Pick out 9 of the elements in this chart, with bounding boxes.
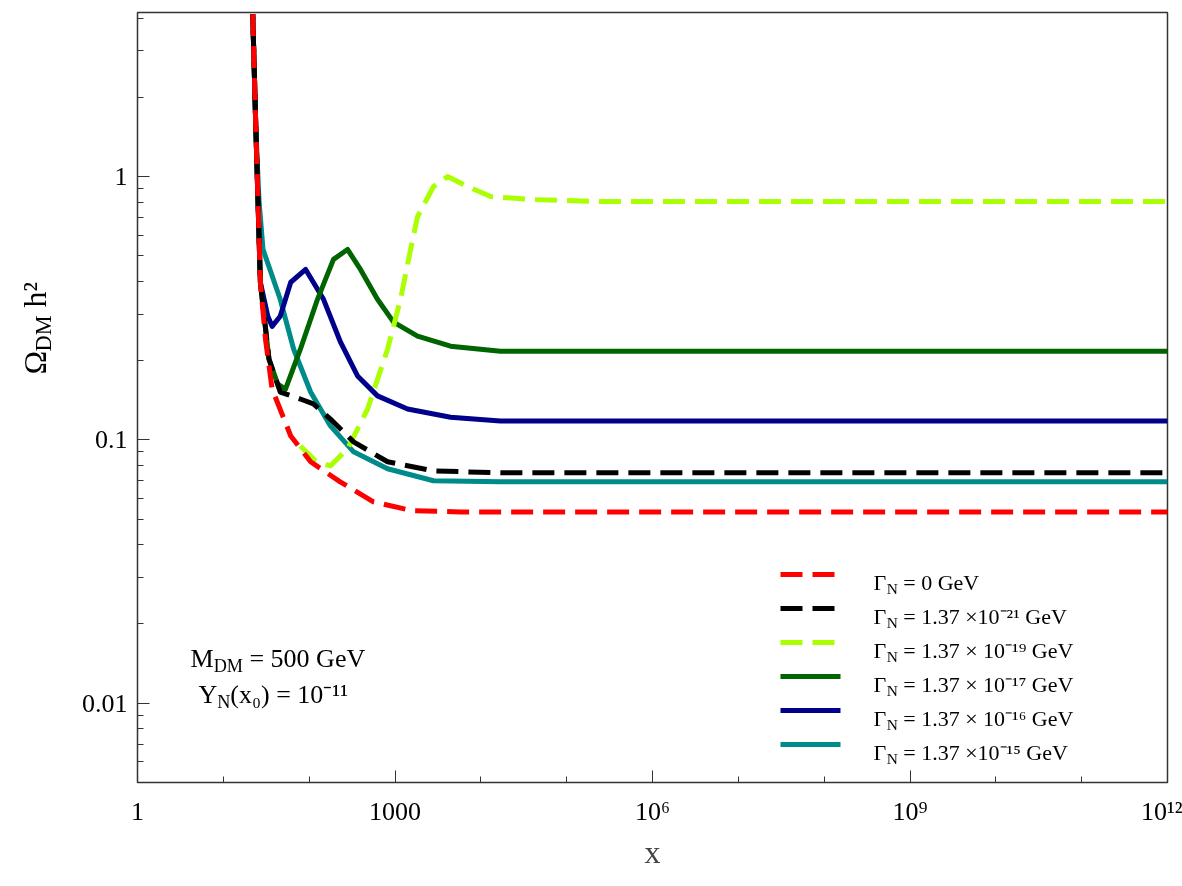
x-tick-label: 1000	[369, 796, 421, 826]
y-tick-label: 0.1	[95, 425, 128, 455]
y-axis-title: ΩDM h²	[16, 281, 56, 375]
y-tick-label: 1	[114, 162, 128, 192]
y-tick-label: 0.01	[82, 688, 128, 718]
x-tick-label: 10⁹	[892, 796, 928, 826]
x-tick-label: 10⁶	[634, 796, 671, 826]
x-axis-title: x	[644, 833, 661, 870]
x-tick-label: 10¹²	[1140, 796, 1182, 826]
